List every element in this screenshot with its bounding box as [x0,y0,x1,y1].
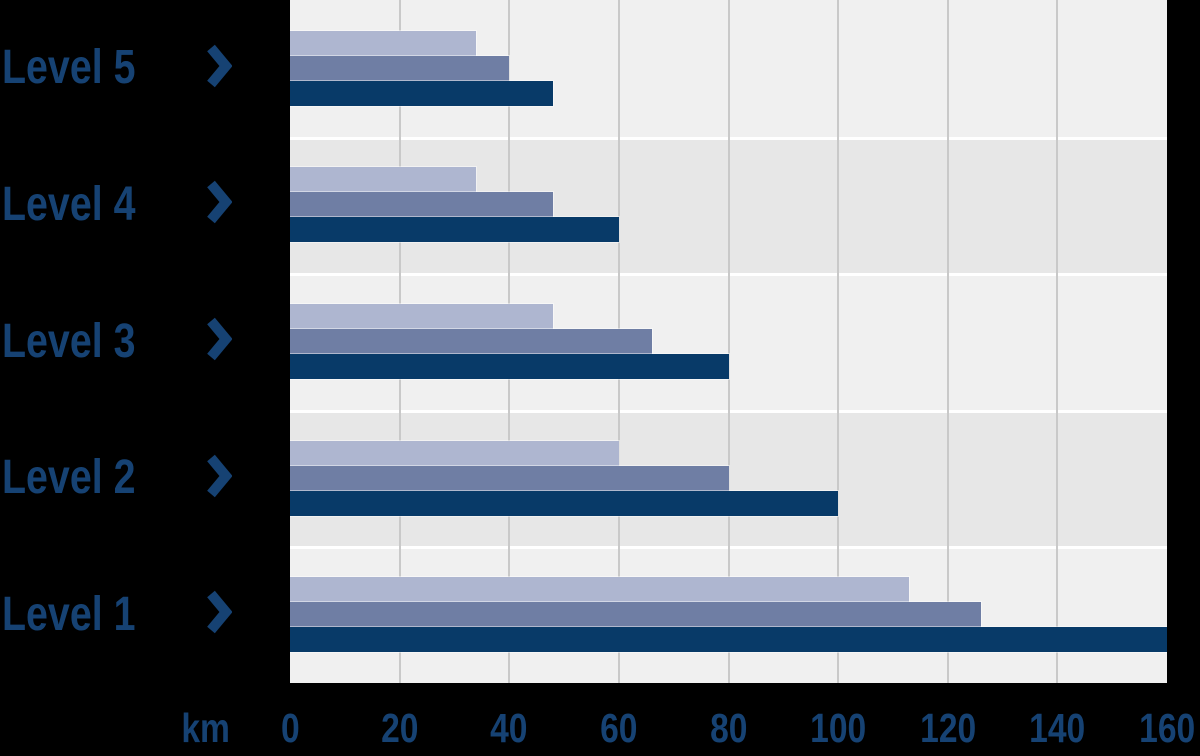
chevron-right-icon-wrap [206,180,233,229]
bar-medium [290,602,981,628]
gridline-80 [727,0,730,683]
x-tick-160: 160 [1097,705,1200,751]
x-tick-text: 60 [600,705,638,751]
level-label-text: Level 5 [2,41,136,95]
level-label-text: Level 1 [2,587,136,641]
chevron-right-icon-wrap [206,454,233,503]
x-tick-140: 140 [987,705,1127,751]
bar-medium [290,465,729,491]
x-tick-text: 160 [1138,705,1196,751]
gridline-140 [1056,0,1059,683]
bar-light [290,167,477,193]
level-label-text: Level 4 [2,177,136,231]
bar-group-level-4 [290,167,1167,243]
x-tick-text: 120 [919,705,976,751]
x-axis: km 0 20 40 60 80 100 120 140 160 [0,705,1200,756]
bar-medium [290,192,554,218]
bar-medium [290,329,652,354]
x-tick-40: 40 [439,705,579,751]
x-tick-text: 20 [380,705,419,751]
x-axis-unit-text: km [181,705,231,751]
chevron-right-icon [207,590,233,634]
chevron-right-icon [207,181,233,224]
bar-medium [290,55,510,81]
x-tick-text: 100 [810,705,867,751]
level-label-level-1[interactable]: Level 1 [2,587,233,641]
bar-dark [290,354,729,379]
gridline-120 [946,0,949,683]
bar-group-level-2 [290,440,1167,516]
x-tick-text: 140 [1029,705,1086,751]
chevron-right-icon [207,44,233,87]
chart-plot [290,0,1167,683]
level-label-text: Level 2 [2,451,136,505]
x-tick-100: 100 [768,705,908,751]
x-tick-0: 0 [220,705,360,751]
x-tick-60: 60 [549,705,689,751]
x-tick-text: 40 [490,705,528,751]
chevron-right-icon-wrap [206,44,233,93]
x-axis-unit-label: km [146,705,266,751]
bar-light [290,30,477,56]
chevron-right-icon [207,317,233,361]
bar-dark [290,627,1167,653]
gridline-100 [837,0,840,683]
bar-dark [290,80,554,106]
chevron-right-icon-wrap [206,590,233,639]
level-label-text: Level 3 [2,314,136,368]
bar-group-level-1 [290,577,1167,653]
level-label-level-5[interactable]: Level 5 [2,41,233,95]
bar-light [290,577,910,603]
x-tick-text: 80 [709,705,748,751]
bar-dark [290,490,839,516]
x-tick-20: 20 [330,705,470,751]
bar-light [290,440,619,466]
level-label-level-2[interactable]: Level 2 [2,451,233,505]
chevron-right-icon-wrap [206,317,233,366]
bar-group-level-3 [290,304,1167,379]
bar-dark [290,217,619,243]
x-tick-text: 0 [280,705,300,751]
x-tick-80: 80 [659,705,799,751]
level-label-level-3[interactable]: Level 3 [2,314,233,368]
level-labels: Level 5 Level 4 Level 3 Level 2 Level 1 [0,0,290,683]
bar-light [290,304,554,329]
x-tick-120: 120 [878,705,1018,751]
chevron-right-icon [207,454,233,497]
bar-group-level-5 [290,30,1167,106]
level-label-level-4[interactable]: Level 4 [2,177,233,231]
